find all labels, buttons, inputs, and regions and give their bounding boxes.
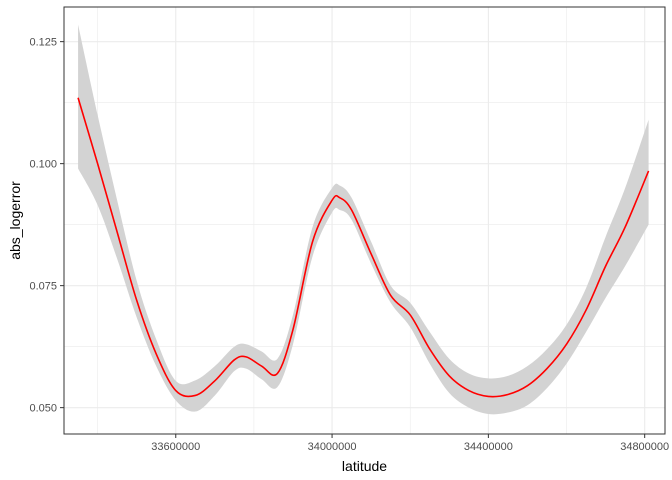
x-axis-title: latitude xyxy=(342,458,387,474)
x-tick-label: 33600000 xyxy=(151,441,200,453)
x-tick-label: 34800000 xyxy=(620,441,669,453)
y-axis: 0.050 0.075 0.100 0.125 xyxy=(29,37,64,415)
y-tick-label: 0.125 xyxy=(29,37,57,49)
x-axis: 33600000 34000000 34400000 34800000 xyxy=(151,434,669,453)
y-tick-label: 0.100 xyxy=(29,159,57,171)
y-tick-label: 0.050 xyxy=(29,403,57,415)
smooth-line xyxy=(77,97,650,398)
x-tick-label: 34400000 xyxy=(464,441,513,453)
y-axis-title: abs_logerror xyxy=(7,181,23,260)
x-tick-label: 34000000 xyxy=(308,441,357,453)
grid-minor xyxy=(64,7,665,434)
y-tick-label: 0.075 xyxy=(29,281,57,293)
panel-border xyxy=(63,6,666,435)
